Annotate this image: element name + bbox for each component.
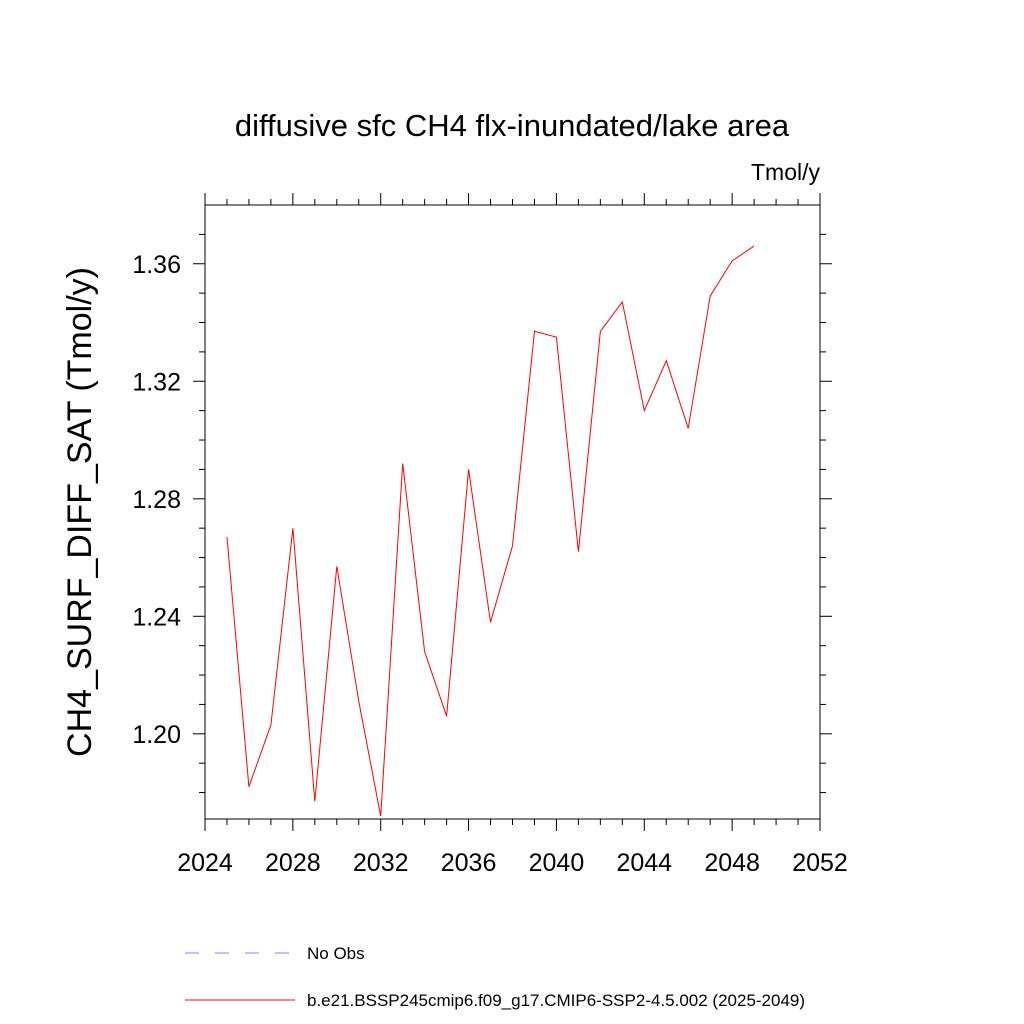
x-tick-label: 2028	[265, 849, 321, 877]
y-tick-label: 1.36	[132, 251, 181, 279]
units-label: Tmol/y	[751, 159, 821, 185]
x-tick-label: 2024	[177, 849, 233, 877]
x-tick-label: 2040	[529, 849, 585, 877]
y-axis-label: CH4_SURF_DIFF_SAT (Tmol/y)	[61, 267, 99, 757]
plot-frame	[204, 204, 821, 820]
x-tick-label: 2048	[704, 849, 760, 877]
x-tick-label: 2036	[441, 849, 497, 877]
series-line-0	[226, 245, 755, 817]
y-tick-label: 1.28	[132, 486, 181, 514]
x-tick-label: 2032	[353, 849, 409, 877]
chart-title: diffusive sfc CH4 flx-inundated/lake are…	[235, 108, 790, 143]
y-tick-label: 1.20	[132, 721, 181, 749]
x-tick-label: 2052	[792, 849, 848, 877]
x-tick-label: 2044	[616, 849, 672, 877]
y-tick-label: 1.32	[132, 368, 181, 396]
y-tick-label: 1.24	[132, 603, 181, 631]
legend-label-model: b.e21.BSSP245cmip6.f09_g17.CMIP6-SSP2-4.…	[307, 991, 805, 1010]
legend-label-no-obs: No Obs	[307, 944, 365, 963]
